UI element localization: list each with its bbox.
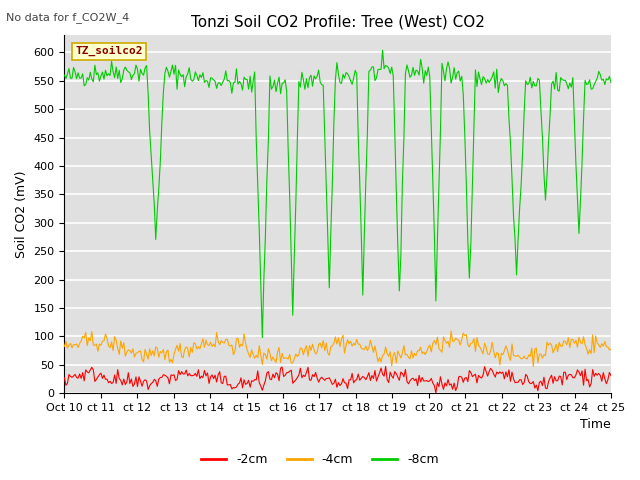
Y-axis label: Soil CO2 (mV): Soil CO2 (mV): [15, 170, 28, 258]
Legend: -2cm, -4cm, -8cm: -2cm, -4cm, -8cm: [196, 448, 444, 471]
Text: TZ_soilco2: TZ_soilco2: [76, 46, 143, 56]
Text: No data for f_CO2W_4: No data for f_CO2W_4: [6, 12, 130, 23]
X-axis label: Time: Time: [580, 419, 611, 432]
Title: Tonzi Soil CO2 Profile: Tree (West) CO2: Tonzi Soil CO2 Profile: Tree (West) CO2: [191, 15, 484, 30]
